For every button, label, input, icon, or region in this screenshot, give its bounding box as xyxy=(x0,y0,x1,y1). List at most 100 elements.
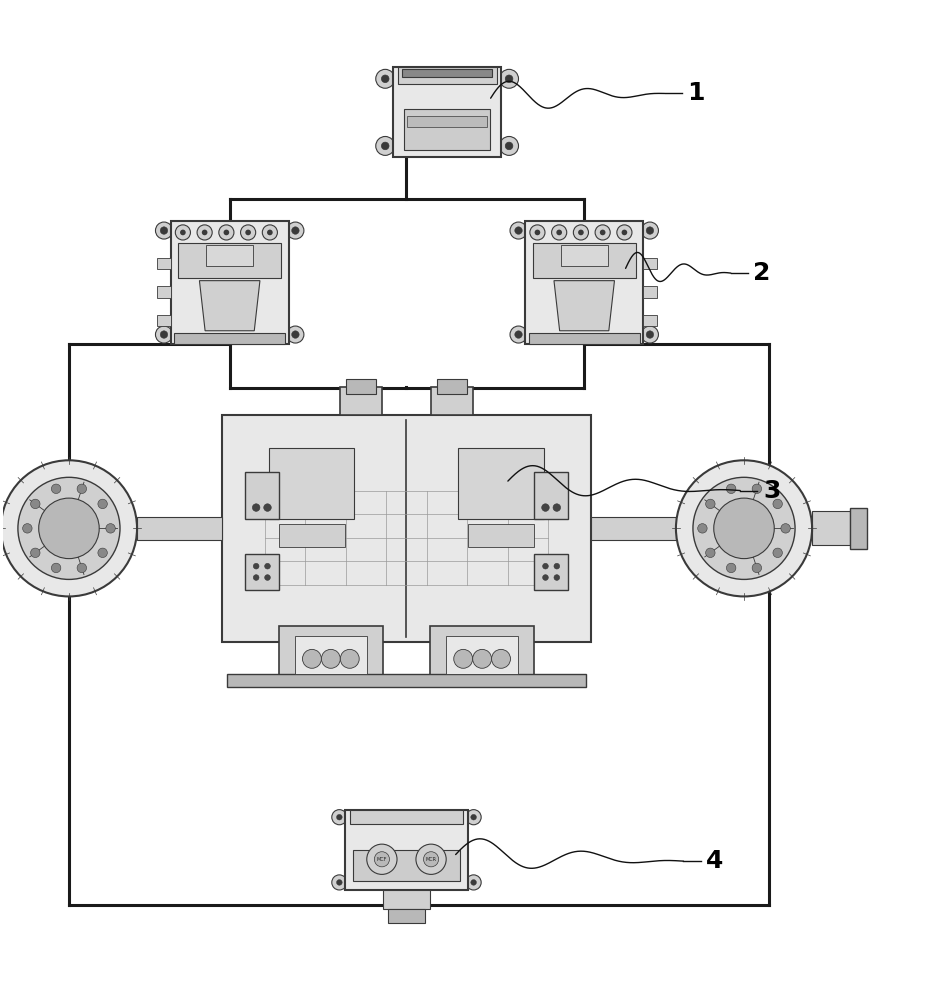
Circle shape xyxy=(622,230,628,235)
Circle shape xyxy=(773,548,783,558)
Circle shape xyxy=(253,563,259,569)
Bar xyxy=(157,315,170,326)
Circle shape xyxy=(287,326,304,343)
Circle shape xyxy=(219,225,234,240)
Circle shape xyxy=(264,575,270,580)
Circle shape xyxy=(514,331,522,338)
Bar xyxy=(402,69,492,77)
Bar xyxy=(398,67,496,84)
Bar xyxy=(643,286,656,298)
Circle shape xyxy=(499,69,518,88)
Circle shape xyxy=(155,326,172,343)
Circle shape xyxy=(321,649,340,668)
Text: 2: 2 xyxy=(753,261,771,285)
Circle shape xyxy=(39,498,99,559)
Circle shape xyxy=(492,649,511,668)
Circle shape xyxy=(423,852,438,867)
Circle shape xyxy=(471,880,476,885)
Circle shape xyxy=(706,548,715,558)
Bar xyxy=(591,517,676,540)
Circle shape xyxy=(473,649,492,668)
Circle shape xyxy=(51,484,61,494)
Circle shape xyxy=(155,222,172,239)
Circle shape xyxy=(160,331,167,338)
Circle shape xyxy=(542,504,550,511)
Circle shape xyxy=(30,548,40,558)
Circle shape xyxy=(554,575,559,580)
Polygon shape xyxy=(200,281,260,331)
Bar xyxy=(178,243,281,278)
Circle shape xyxy=(641,222,658,239)
Circle shape xyxy=(416,844,446,874)
Bar xyxy=(437,379,467,394)
Circle shape xyxy=(292,331,300,338)
Circle shape xyxy=(77,563,87,573)
Circle shape xyxy=(466,875,481,890)
Bar xyxy=(643,315,656,326)
Circle shape xyxy=(510,222,527,239)
Circle shape xyxy=(646,227,653,234)
Bar xyxy=(404,109,490,150)
Circle shape xyxy=(175,225,190,240)
Bar xyxy=(812,511,850,545)
Circle shape xyxy=(180,230,185,235)
Bar xyxy=(525,221,643,344)
Bar xyxy=(388,909,425,923)
Circle shape xyxy=(98,499,107,509)
Circle shape xyxy=(578,230,584,235)
Circle shape xyxy=(543,563,549,569)
Bar xyxy=(560,245,608,266)
Circle shape xyxy=(514,227,522,234)
Circle shape xyxy=(223,230,229,235)
Bar xyxy=(227,674,586,687)
Circle shape xyxy=(376,69,395,88)
Circle shape xyxy=(530,225,545,240)
Circle shape xyxy=(302,649,321,668)
Bar xyxy=(458,448,544,519)
Bar xyxy=(244,472,279,519)
Text: MCF: MCF xyxy=(377,857,387,862)
Circle shape xyxy=(340,649,359,668)
Circle shape xyxy=(552,225,567,240)
Bar xyxy=(137,517,223,540)
Circle shape xyxy=(510,326,527,343)
Circle shape xyxy=(202,230,207,235)
Circle shape xyxy=(376,136,395,155)
Bar xyxy=(534,554,568,590)
Circle shape xyxy=(698,524,708,533)
Bar xyxy=(157,286,170,298)
Bar xyxy=(383,890,430,909)
Circle shape xyxy=(693,477,795,579)
Bar xyxy=(407,116,487,127)
Circle shape xyxy=(337,880,342,885)
Circle shape xyxy=(332,875,347,890)
Circle shape xyxy=(556,230,562,235)
Circle shape xyxy=(534,230,540,235)
Circle shape xyxy=(332,810,347,825)
Bar xyxy=(393,67,501,157)
Circle shape xyxy=(245,230,251,235)
Bar xyxy=(529,333,639,344)
Circle shape xyxy=(1,460,137,596)
Circle shape xyxy=(292,227,300,234)
Circle shape xyxy=(505,75,513,83)
Circle shape xyxy=(505,142,513,150)
Bar xyxy=(244,554,279,590)
Circle shape xyxy=(263,504,271,511)
Circle shape xyxy=(241,225,256,240)
Circle shape xyxy=(253,575,259,580)
Text: 3: 3 xyxy=(763,479,780,503)
Bar xyxy=(223,415,591,642)
Circle shape xyxy=(595,225,611,240)
Bar xyxy=(206,245,253,266)
Circle shape xyxy=(727,484,736,494)
Bar xyxy=(430,626,534,678)
Text: 4: 4 xyxy=(707,849,724,873)
Circle shape xyxy=(553,504,560,511)
Bar xyxy=(850,508,867,549)
Bar xyxy=(534,472,568,519)
Circle shape xyxy=(30,499,40,509)
Circle shape xyxy=(337,814,342,820)
Circle shape xyxy=(454,649,473,668)
Bar xyxy=(353,850,460,881)
